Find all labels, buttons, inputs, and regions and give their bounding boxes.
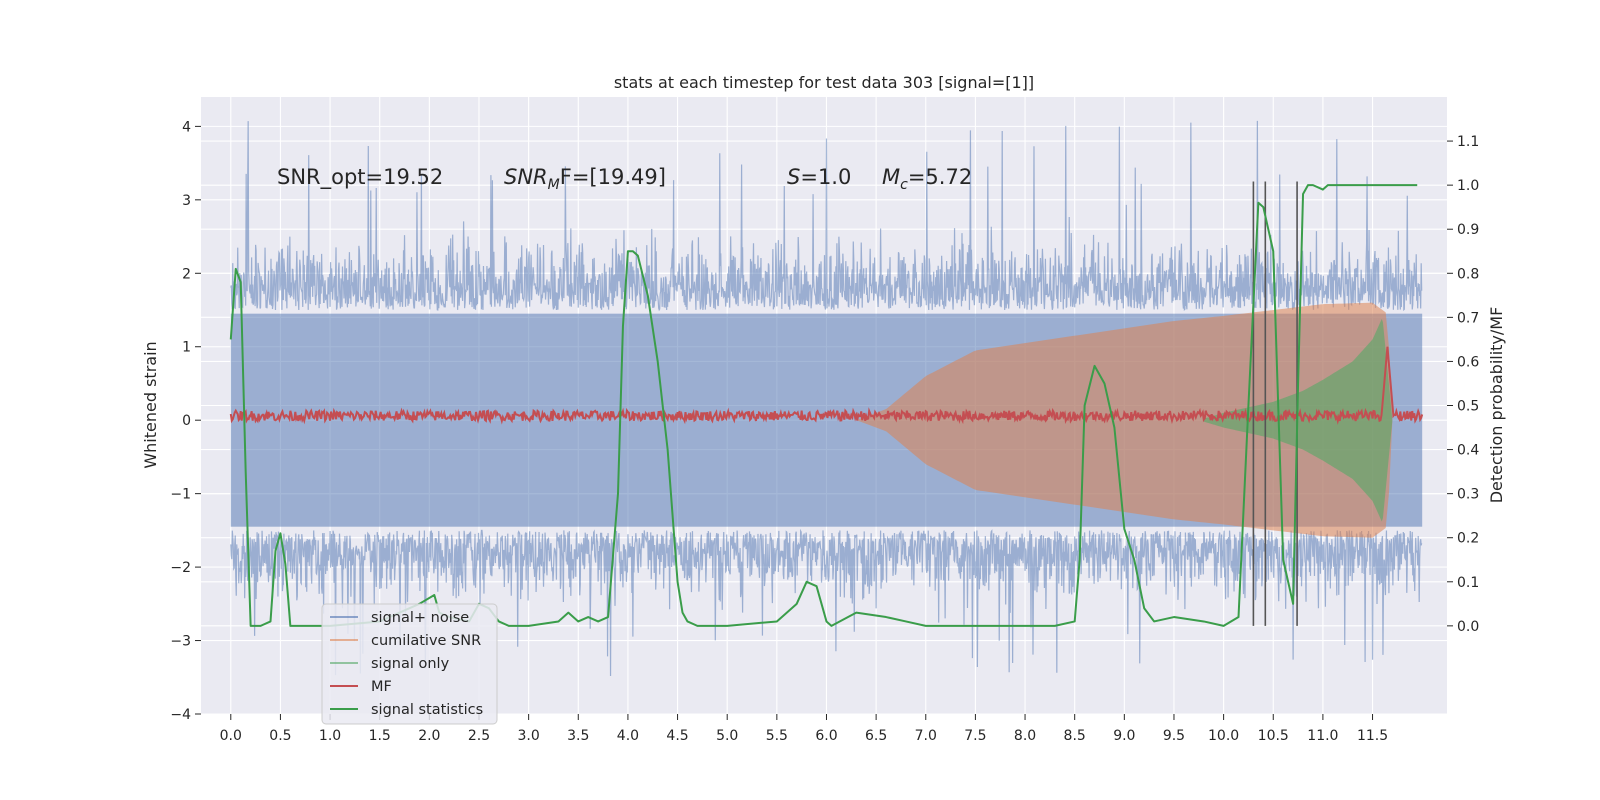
y-tick-label-left: −2 (170, 560, 191, 576)
mc-val: =5.72 (908, 165, 972, 189)
x-tick-label: 0.5 (269, 728, 291, 744)
x-tick-label: 10.5 (1258, 728, 1289, 744)
y-tick-label-left: 0 (182, 413, 191, 429)
y-tick-label-right: 0.0 (1457, 619, 1479, 635)
series-signal-noise-upper (230, 120, 1423, 312)
y-axis-right-title: Detection probability/MF (1487, 307, 1506, 504)
y-tick-label-right: 0.9 (1457, 222, 1479, 238)
x-tick-label: 8.0 (1014, 728, 1036, 744)
series-cumulative-snr (856, 302, 1393, 538)
x-tick-label: 2.0 (418, 728, 440, 744)
legend-label-signal-noise: signal+ noise (371, 610, 469, 626)
annotation-snr-opt: SNR_opt=19.52 (277, 165, 443, 190)
y-tick-label-right: 0.1 (1457, 575, 1479, 591)
x-tick-label: 1.5 (369, 728, 391, 744)
y-tick-label-right: 0.5 (1457, 399, 1479, 415)
mc-sub: c (900, 177, 908, 193)
x-tick-label: 5.0 (716, 728, 738, 744)
legend-label-signal-only: signal only (371, 656, 450, 672)
snr-mf-suffix: F=[19.49] (560, 165, 666, 189)
x-tick-label: 4.5 (666, 728, 688, 744)
legend-label-cumulative-snr: cumilative SNR (371, 633, 481, 649)
legend-box (321, 603, 498, 725)
legend-label-signal-statistics: signal statistics (371, 702, 483, 718)
snr-mf-prefix: SNR (504, 165, 548, 189)
y-tick-label-right: 0.7 (1457, 310, 1479, 326)
y-tick-label-left: 4 (182, 119, 191, 135)
y-axis-right: 1.1 1.0 0.9 0.8 0.7 0.6 0.5 0.4 0.3 0.2 0.1 0.0 (1447, 134, 1479, 635)
y-axis-left-title: Whitened strain (141, 341, 160, 468)
x-tick-label: 11.5 (1357, 728, 1388, 744)
x-tick-label: 3.0 (518, 728, 540, 744)
y-tick-label-right: 1.1 (1457, 134, 1479, 150)
series-signal-noise-lower (230, 528, 1423, 676)
s-var: S (787, 165, 800, 189)
x-tick-label: 6.0 (815, 728, 837, 744)
mc-var: M (882, 165, 900, 189)
y-tick-label-left: −1 (170, 487, 191, 503)
series-layer (229, 120, 1424, 676)
y-axis-left: 4 3 2 1 0 −1 −2 −3 −4 (170, 119, 201, 723)
annotation-snr-mf: SNRMF=[19.49] (504, 165, 666, 193)
x-tick-label: 9.0 (1113, 728, 1135, 744)
y-tick-label-right: 0.4 (1457, 443, 1479, 459)
y-tick-label-right: 0.2 (1457, 531, 1479, 547)
x-axis: 0.0 0.5 1.0 1.5 2.0 2.5 3.0 3.5 4.0 4.5 5.0 5.5 6.0 6… (220, 714, 1388, 744)
y-tick-label-left: 3 (182, 193, 191, 209)
annotation-mc: Mc=5.72 (882, 165, 972, 193)
x-tick-label: 7.5 (964, 728, 986, 744)
x-tick-label: 8.5 (1064, 728, 1086, 744)
y-tick-label-right: 0.3 (1457, 487, 1479, 503)
x-tick-label: 6.5 (865, 728, 887, 744)
x-tick-label: 11.0 (1307, 728, 1338, 744)
x-tick-label: 4.0 (617, 728, 639, 744)
y-tick-label-right: 0.8 (1457, 266, 1479, 282)
chart-title: stats at each timestep for test data 303… (614, 73, 1034, 92)
snr-mf-sub: M (548, 177, 560, 193)
y-tick-label-left: −4 (170, 707, 191, 723)
legend-label-mf: MF (371, 679, 392, 695)
y-tick-label-left: 1 (182, 340, 191, 356)
x-tick-label: 10.0 (1208, 728, 1239, 744)
legend: signal+ noise cumilative SNR signal only… (321, 603, 498, 725)
x-tick-label: 2.5 (468, 728, 490, 744)
y-tick-label-left: −3 (170, 634, 191, 650)
x-tick-label: 9.5 (1163, 728, 1185, 744)
series-mf (229, 346, 1424, 425)
x-tick-label: 5.5 (766, 728, 788, 744)
y-tick-label-right: 0.6 (1457, 354, 1479, 370)
annotation-s: S=1.0 (787, 165, 851, 189)
y-tick-label-left: 2 (182, 266, 191, 282)
y-tick-label-right: 1.0 (1457, 178, 1479, 194)
x-tick-label: 1.0 (319, 728, 341, 744)
s-val: =1.0 (800, 165, 851, 189)
x-tick-label: 3.5 (567, 728, 589, 744)
x-tick-label: 7.0 (915, 728, 937, 744)
x-tick-label: 0.0 (220, 728, 242, 744)
